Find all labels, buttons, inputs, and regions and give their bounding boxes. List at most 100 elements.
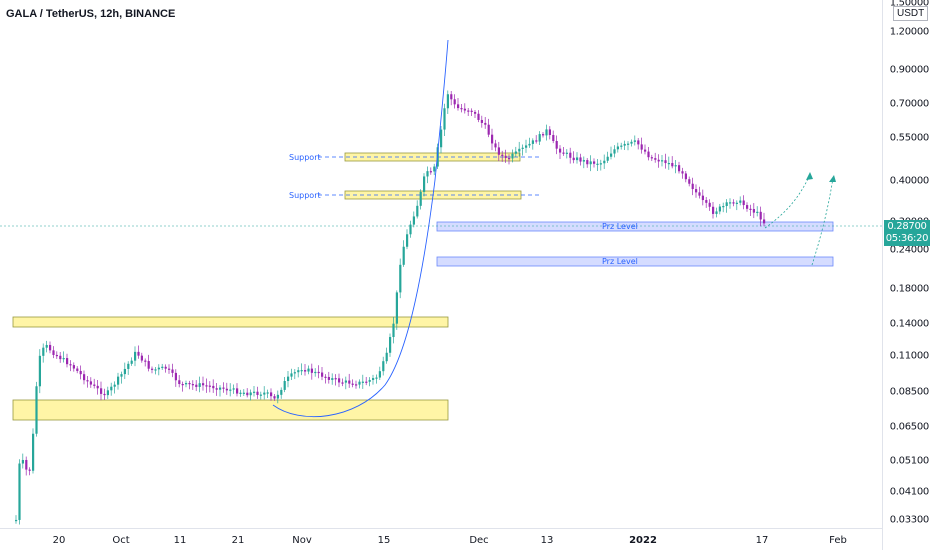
candle-body [637, 140, 640, 145]
candle-body [334, 378, 337, 380]
candle-body [627, 143, 630, 145]
candle-body [42, 347, 45, 356]
candle-body [671, 162, 674, 167]
candle-body [412, 216, 415, 225]
candle-body [168, 368, 171, 370]
symbol-title[interactable]: GALA / TetherUS, 12h, BINANCE [6, 8, 176, 20]
candle-body [161, 366, 164, 368]
candle-body [93, 384, 96, 386]
candle-body [589, 161, 592, 165]
candle-body [280, 389, 283, 395]
candle-body [151, 368, 154, 370]
resistance-zone[interactable] [12, 316, 449, 328]
currency-unit-badge[interactable]: USDT [893, 6, 929, 21]
candle-body [746, 205, 749, 209]
candle-body [266, 392, 269, 394]
candle-body [215, 388, 218, 390]
candle-body [735, 202, 738, 204]
candle-body [548, 129, 551, 136]
candle-body [270, 392, 273, 397]
candle-body [712, 206, 715, 214]
candle-body [763, 219, 766, 224]
candle-body [324, 376, 327, 378]
candle-body [157, 367, 160, 370]
candle-body [147, 361, 150, 369]
prz-level-1[interactable] [436, 221, 834, 232]
candle-body [406, 234, 409, 247]
candle-body [633, 140, 636, 142]
candle-body [72, 365, 75, 369]
support-label-2[interactable]: Support [289, 191, 321, 200]
candle-body [52, 350, 55, 355]
candle-body [96, 385, 99, 389]
price-tick-label: 0.18000 [889, 283, 930, 295]
candle-body [62, 358, 65, 360]
candle-body [154, 369, 157, 371]
prz-level-2[interactable] [436, 256, 834, 267]
time-axis[interactable]: 20 Oct 11 21 Nov 15 Dec 13 2022 17 Feb [0, 528, 882, 551]
candle-body [616, 146, 619, 150]
candle-body [103, 393, 106, 396]
candle-body [518, 148, 521, 152]
price-tick-label: 0.11000 [889, 350, 930, 362]
candle-body [314, 371, 317, 374]
candle-body [35, 386, 38, 434]
candle-body [134, 351, 137, 361]
candle-body [457, 104, 460, 109]
candle-body [283, 381, 286, 390]
candle-body [674, 165, 677, 167]
candle-body [212, 385, 215, 389]
candle-body [596, 163, 599, 165]
candle-body [504, 155, 507, 159]
projection-arrow-1[interactable] [764, 174, 811, 229]
price-axis[interactable]: 1.50000 1.20000 0.90000 0.70000 0.55000 0.400… [882, 0, 932, 550]
candle-body [293, 372, 296, 374]
price-tick-label: 0.40000 [889, 175, 930, 187]
price-tick-label: 0.55000 [889, 132, 930, 144]
candle-body [542, 134, 545, 136]
candle-body [120, 374, 123, 377]
candle-body [715, 211, 718, 214]
candle-body [722, 206, 725, 208]
candle-body [732, 202, 735, 204]
price-tick-label: 1.50000 [889, 0, 930, 9]
candle-body [450, 94, 453, 100]
candle-body [18, 463, 21, 520]
candle-body [416, 205, 419, 217]
candle-body [701, 195, 704, 201]
candle-body [178, 380, 181, 385]
candle-body [239, 392, 242, 394]
candle-body [256, 391, 259, 395]
prz-label-1[interactable]: Prz Level [602, 222, 638, 231]
time-tick-label: Feb [829, 535, 847, 546]
current-price-tag: 0.28700 05:36:20 [884, 220, 930, 246]
candle-body [351, 383, 354, 385]
candle-body [644, 149, 647, 152]
prz-label-2[interactable]: Prz Level [602, 257, 638, 266]
candle-body [579, 157, 582, 162]
candle-body [355, 384, 358, 386]
time-tick-label: 17 [755, 535, 769, 546]
projection-arrow-2[interactable] [811, 177, 834, 266]
candle-body [117, 376, 120, 385]
candle-body [402, 246, 405, 265]
candle-body [470, 110, 473, 112]
candle-body [640, 144, 643, 150]
candle-body [708, 202, 711, 207]
candle-body [474, 111, 477, 114]
candle-body [372, 378, 375, 380]
candle-body [429, 171, 432, 173]
candle-body [705, 200, 708, 203]
candle-body [691, 183, 694, 190]
candle-body [497, 147, 500, 155]
price-tick-label: 0.08500 [889, 386, 930, 398]
candle-body [123, 368, 126, 375]
candle-body [501, 154, 504, 156]
accumulation-zone[interactable] [12, 399, 449, 421]
candle-body [287, 376, 290, 382]
parabolic-curve[interactable] [272, 39, 449, 418]
candle-body [559, 148, 562, 153]
support-label-1[interactable]: Support [289, 153, 321, 162]
candle-body [749, 208, 752, 210]
